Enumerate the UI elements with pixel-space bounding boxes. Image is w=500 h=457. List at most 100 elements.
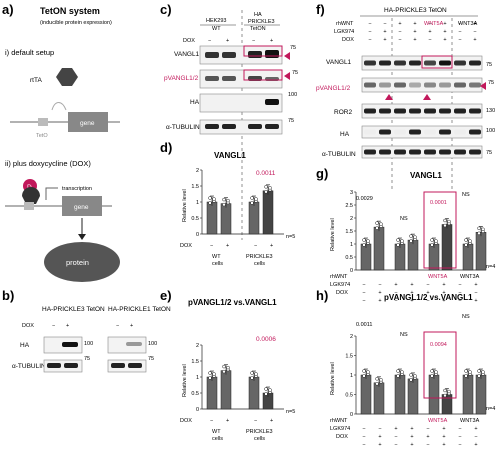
data-point	[409, 239, 413, 243]
condition-sign: +	[474, 426, 477, 432]
y-tick-label: 1	[196, 375, 199, 381]
svg-text:+: +	[270, 38, 273, 44]
f-band	[454, 82, 466, 88]
condition-sign: −	[426, 298, 429, 304]
condition-sign: −	[426, 442, 429, 448]
h-pval-1: 0.0011	[356, 322, 372, 328]
bar	[373, 226, 385, 271]
d-pvalue: 0.0011	[256, 170, 276, 177]
condition-sign: +	[442, 290, 445, 296]
f-band	[364, 108, 376, 114]
condition-sign: +	[378, 290, 381, 296]
data-point	[212, 372, 216, 376]
bar	[394, 374, 406, 415]
y-axis-label: Relative level	[182, 189, 188, 222]
c-col1a: HEK293	[206, 18, 227, 24]
data-point	[396, 374, 400, 378]
condition-sign: +	[378, 434, 381, 440]
c-col1b: WT	[212, 26, 221, 32]
f-row-pvangl: pVANGL1/2	[316, 85, 351, 92]
data-point	[379, 378, 383, 382]
svg-text:−: −	[208, 38, 211, 44]
data-point	[447, 389, 451, 394]
f-arrow-3-icon	[480, 82, 486, 90]
y-tick-label: 2	[350, 216, 353, 222]
f-band	[454, 108, 466, 114]
data-point	[208, 201, 212, 205]
condition-sign: −	[368, 29, 371, 35]
condition-sign: −	[362, 434, 365, 440]
panel-c-label: c)	[160, 2, 172, 17]
f-band	[409, 108, 421, 114]
b-dox-label: DOX	[22, 323, 34, 329]
e-dox-label: DOX	[180, 418, 192, 424]
data-point	[375, 382, 379, 386]
panel-g-label: g)	[316, 166, 328, 181]
g-title: VANGL1	[410, 171, 442, 180]
g-pval-2: NS	[400, 216, 408, 222]
data-point	[268, 186, 272, 190]
b-mw-3: 100	[148, 341, 157, 347]
f-band	[469, 149, 481, 155]
svg-text:+: +	[226, 418, 229, 424]
c-row-tubulin: α-TUBULIN	[166, 124, 200, 131]
condition-sign: −	[426, 426, 429, 432]
f-arrow-2-icon	[423, 94, 431, 100]
data-point	[254, 197, 258, 201]
condition-sign: +	[443, 37, 446, 43]
c-arrow-2-icon	[284, 72, 290, 80]
c-mw-1: 75	[290, 45, 296, 51]
condition-sign: −	[398, 37, 401, 43]
condition-sign: +	[474, 442, 477, 448]
panel-e-label: e)	[160, 288, 172, 303]
svg-text:−: −	[210, 418, 213, 424]
c-blot-tubulin	[199, 119, 283, 135]
f-cond-wnt5a: WNT5A	[424, 21, 444, 27]
data-point	[222, 369, 226, 374]
f-band	[469, 108, 481, 114]
f-band	[454, 60, 466, 66]
bar	[373, 382, 385, 415]
condition-sign: −	[368, 21, 371, 27]
data-point	[443, 388, 447, 393]
data-point	[400, 239, 404, 243]
condition-sign: −	[428, 37, 431, 43]
data-point	[375, 226, 379, 230]
y-tick-label: 1.5	[191, 184, 199, 190]
rtta-label: rtTA	[30, 77, 42, 84]
condition-sign: +	[378, 298, 381, 304]
svg-text:−: −	[116, 323, 119, 329]
c-blot-ha	[199, 93, 283, 113]
d-x2a: PRICKLE3	[246, 254, 273, 260]
h-cond-dox: DOX	[336, 434, 348, 440]
svg-text:+: +	[66, 323, 69, 329]
f-band	[469, 82, 481, 88]
data-point	[443, 393, 447, 398]
panel-d-label: d)	[160, 140, 172, 155]
svg-text:−: −	[252, 38, 255, 44]
condition-sign: +	[473, 21, 476, 27]
f-band	[424, 129, 436, 135]
data-point	[464, 374, 468, 378]
data-point	[464, 243, 468, 247]
condition-sign: −	[362, 282, 365, 288]
data-point	[447, 219, 451, 224]
condition-sign: +	[383, 37, 386, 43]
data-point	[481, 227, 485, 232]
f-band	[439, 149, 451, 155]
data-point	[362, 238, 366, 242]
bar	[248, 376, 260, 410]
data-point	[396, 243, 400, 247]
data-point	[477, 231, 481, 236]
h-highlight-box	[423, 331, 457, 399]
condition-sign: −	[458, 298, 461, 304]
b-col2-header: HA-PRICKLE1 TetON	[108, 306, 171, 313]
g-pval-4: NS	[462, 192, 470, 198]
f-band	[394, 108, 406, 114]
data-point	[413, 374, 417, 378]
b-band-ha-2	[126, 342, 142, 346]
c-col2c: TetON	[250, 26, 266, 32]
y-axis-label: Relative level	[330, 362, 336, 395]
e-x2b: cells	[254, 436, 265, 442]
data-point	[477, 369, 481, 373]
